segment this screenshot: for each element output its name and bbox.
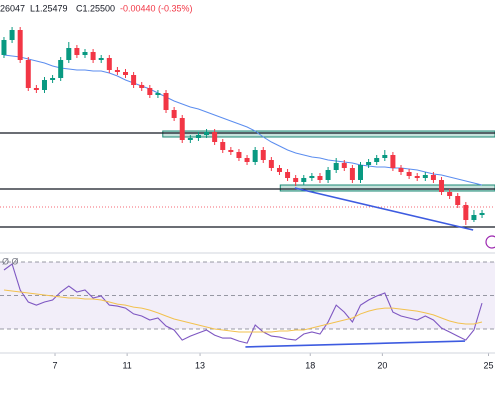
candle-body — [479, 213, 485, 215]
candle-body — [390, 155, 396, 168]
candle-body — [171, 110, 177, 118]
candle-body — [463, 205, 469, 220]
candle-body — [366, 162, 372, 165]
candle-body — [179, 118, 185, 140]
candle-body — [212, 132, 218, 142]
header-change: -0.00440 (-0.35%) — [120, 3, 193, 13]
candle-body — [106, 58, 112, 70]
candle-body — [268, 160, 274, 168]
candle-body — [430, 175, 436, 180]
alert-icon[interactable] — [485, 235, 495, 249]
candle-body — [139, 85, 145, 88]
candle-body — [422, 175, 428, 178]
candle-body — [147, 88, 153, 95]
candle-body — [293, 178, 299, 182]
x-tick-label: 25 — [484, 360, 494, 370]
candle-body — [349, 168, 355, 180]
candle-body — [204, 132, 210, 135]
candle-body — [447, 192, 453, 196]
candle-body — [398, 168, 404, 172]
candle-body — [41, 80, 47, 90]
x-tick-label: 20 — [377, 360, 387, 370]
candle-body — [471, 215, 477, 220]
candle-body — [455, 196, 461, 205]
candle-body — [50, 78, 56, 80]
candle-body — [414, 176, 420, 178]
plot-layer — [0, 27, 495, 356]
candle-body — [90, 52, 96, 60]
candle-body — [301, 178, 307, 182]
candle-body — [382, 155, 388, 158]
candle-body — [374, 158, 380, 162]
candle-body — [317, 176, 323, 180]
candle-body — [285, 172, 291, 178]
candle-body — [187, 138, 193, 140]
series-line — [3, 263, 483, 344]
trendline — [294, 187, 474, 231]
x-tick-label: 7 — [53, 360, 58, 370]
candle-body — [406, 172, 412, 176]
x-tick-label: 13 — [195, 360, 205, 370]
candle-body — [33, 88, 39, 90]
header-low: L1.25479 — [30, 3, 68, 13]
indicator-label: Ø Ø — [2, 256, 19, 266]
candle-body — [114, 70, 120, 72]
candle-body — [66, 48, 72, 60]
x-tick-label: 11 — [122, 360, 131, 370]
candle-body — [276, 168, 282, 172]
candle-body — [325, 170, 331, 180]
candle-body — [82, 52, 88, 55]
candle-body — [155, 93, 161, 95]
header-close: C1.25500 — [76, 3, 115, 13]
x-tick-label: 18 — [305, 360, 315, 370]
candle-body — [236, 152, 242, 158]
candle-body — [17, 30, 23, 60]
candle-body — [1, 40, 7, 55]
candle-body — [228, 150, 234, 152]
candle-body — [123, 72, 129, 75]
candle-body — [195, 135, 201, 138]
divergence-line — [245, 340, 466, 348]
candle-body — [357, 165, 363, 180]
candle-body — [220, 142, 226, 150]
series-line — [3, 289, 483, 333]
candle-body — [74, 48, 80, 55]
candle-body — [9, 30, 15, 40]
header-open: 26047 — [0, 3, 25, 13]
candle-body — [260, 150, 266, 160]
candle-body — [25, 60, 31, 88]
candle-body — [341, 163, 347, 168]
candle-body — [252, 150, 258, 162]
candle-body — [163, 93, 169, 110]
candle-body — [244, 158, 250, 162]
candle-body — [309, 176, 315, 178]
zone — [279, 184, 495, 192]
candle-body — [98, 58, 104, 60]
candle-body — [58, 60, 64, 78]
candle-body — [131, 75, 137, 85]
candle-body — [439, 180, 445, 192]
candle-body — [333, 163, 339, 170]
